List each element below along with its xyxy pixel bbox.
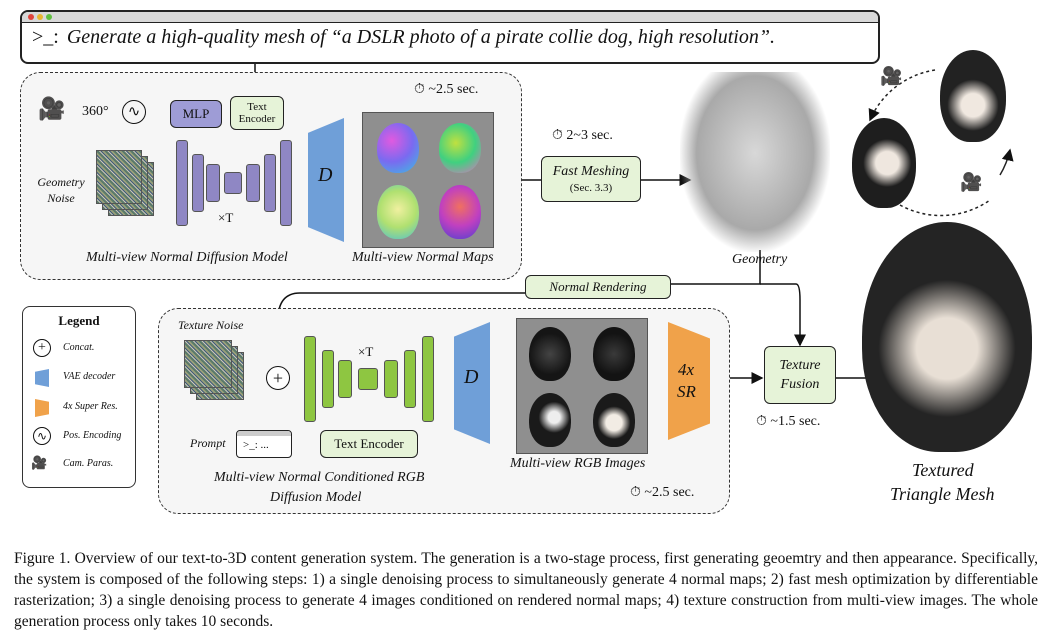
- pos-encoding-icon: ∿: [33, 427, 51, 445]
- camera-icon: 🎥: [38, 96, 66, 121]
- legend-box: Legend + Concat. VAE decoder 4x Super Re…: [22, 306, 136, 488]
- times-t-label: ×T: [358, 344, 374, 359]
- legend-item-cam: Cam. Paras.: [63, 458, 114, 469]
- rgb-unet: [304, 336, 436, 422]
- legend-title: Legend: [58, 313, 100, 328]
- decoder-d-label: D: [318, 164, 333, 186]
- fast-meshing-title: Fast Meshing: [552, 164, 630, 180]
- prompt-text: Generate a high-quality mesh of “a DSLR …: [66, 26, 775, 48]
- prompt-label: Prompt: [190, 436, 226, 450]
- vae-decoder-1: [308, 118, 344, 242]
- legend-item-vae: VAE decoder: [63, 371, 116, 382]
- normal-model-label: Multi-view Normal Diffusion Model: [86, 250, 288, 265]
- unet-block: [264, 154, 276, 212]
- rgb-model-label-1: Multi-view Normal Conditioned RGB: [214, 470, 425, 485]
- vae-decoder-2: [454, 322, 490, 444]
- cam-paras-icon: 🎥: [31, 455, 48, 470]
- rgb-images-panel: [516, 318, 648, 454]
- normal-rendering-box: Normal Rendering: [525, 275, 671, 299]
- geometry-label: Geometry: [732, 252, 788, 267]
- unet-block: [192, 154, 204, 212]
- rgb-model-label-2: Diffusion Model: [270, 490, 362, 505]
- camera-icon: 🎥: [960, 172, 983, 192]
- pirate-dog-view: [940, 50, 1006, 142]
- normal-map-image: [377, 123, 419, 173]
- normal-map-image: [377, 185, 419, 239]
- unet-block: [422, 336, 434, 422]
- rgb-images-label: Multi-view RGB Images: [510, 456, 646, 471]
- vae-decoder-icon: [35, 369, 49, 387]
- decoder-d-label: D: [464, 366, 479, 388]
- unet-block: [404, 350, 416, 408]
- normal-unet: [176, 140, 294, 226]
- unet-block: [338, 360, 352, 398]
- terminal-icon-text: >_: ...: [243, 439, 269, 451]
- normal-map-image: [439, 185, 481, 239]
- pos-encoding-icon: ∿: [122, 100, 146, 124]
- legend-item-concat: Concat.: [63, 342, 95, 353]
- sr-top-label: 4x: [678, 360, 695, 379]
- text-encoder-box-2: Text Encoder: [320, 430, 418, 458]
- rgb-image: [529, 327, 571, 381]
- text-encoder-box-1: Text Encoder: [230, 96, 284, 130]
- minimize-dot-icon: [37, 14, 43, 20]
- concat-icon: +: [33, 339, 51, 357]
- super-res-icon: [35, 399, 49, 417]
- textured-mesh-image: [862, 222, 1032, 452]
- unet-block: [206, 164, 220, 202]
- geometry-noise-stack-1: [96, 150, 142, 204]
- unet-block: [224, 172, 242, 194]
- fusion-time: ⏱ ~1.5 sec.: [756, 414, 821, 429]
- prompt-bar: >_: Generate a high-quality mesh of “a DS…: [20, 10, 880, 64]
- output-label-1: Textured: [912, 460, 974, 480]
- unet-block: [384, 360, 398, 398]
- concat-icon: +: [266, 366, 290, 390]
- unet-block: [322, 350, 334, 408]
- legend-item-pos: Pos. Encoding: [63, 430, 122, 441]
- prompt-titlebar: [22, 12, 878, 23]
- rgb-image: [593, 393, 635, 447]
- texture-fusion-box: Texture Fusion: [764, 346, 836, 404]
- unet-block: [280, 140, 292, 226]
- unet-block: [304, 336, 316, 422]
- geometry-mesh: [680, 72, 830, 252]
- sr-bottom-label: SR: [677, 382, 696, 401]
- rgb-image: [593, 327, 635, 381]
- times-t-label: ×T: [218, 210, 234, 225]
- timer-icon: ⏱: [552, 128, 563, 143]
- geometry-noise-label: Geometry Noise: [37, 175, 85, 205]
- rgb-image: [529, 393, 571, 447]
- maximize-dot-icon: [46, 14, 52, 20]
- camera-icon: 🎥: [880, 66, 903, 86]
- mlp-box: MLP: [170, 100, 222, 128]
- degree-label: 360°: [82, 104, 109, 119]
- unet-block: [246, 164, 260, 202]
- prompt-terminal-icon: >_: ...: [236, 430, 292, 458]
- normal-map-image: [439, 123, 481, 173]
- unet-block: [358, 368, 378, 390]
- timer-icon: ⏱: [630, 485, 641, 500]
- legend-item-sr: 4x Super Res.: [63, 401, 118, 412]
- super-res-block: [668, 322, 710, 440]
- fast-meshing-ref: (Sec. 3.3): [569, 181, 613, 194]
- stage1-time: ⏱ ~2.5 sec.: [414, 82, 479, 97]
- normal-maps-label: Multi-view Normal Maps: [352, 250, 494, 265]
- terminal-titlebar: [237, 431, 291, 436]
- unet-block: [176, 140, 188, 226]
- close-dot-icon: [28, 14, 34, 20]
- fast-meshing-box: Fast Meshing (Sec. 3.3): [541, 156, 641, 202]
- prompt-line: >_: Generate a high-quality mesh of “a DS…: [32, 26, 775, 49]
- timer-icon: ⏱: [414, 82, 425, 97]
- stage2-time: ⏱ ~2.5 sec.: [630, 485, 695, 500]
- meshing-time: ⏱ 2~3 sec.: [552, 128, 613, 143]
- texture-noise-label: Texture Noise: [178, 318, 244, 332]
- pirate-dog-view: [852, 118, 916, 208]
- figure-caption: Figure 1. Overview of our text-to-3D con…: [14, 550, 1038, 630]
- output-label-2: Triangle Mesh: [890, 484, 995, 504]
- normal-maps-panel: [362, 112, 494, 248]
- timer-icon: ⏱: [756, 414, 767, 429]
- terminal-icon: >_:: [32, 26, 59, 48]
- texture-noise-stack-1: [184, 340, 232, 388]
